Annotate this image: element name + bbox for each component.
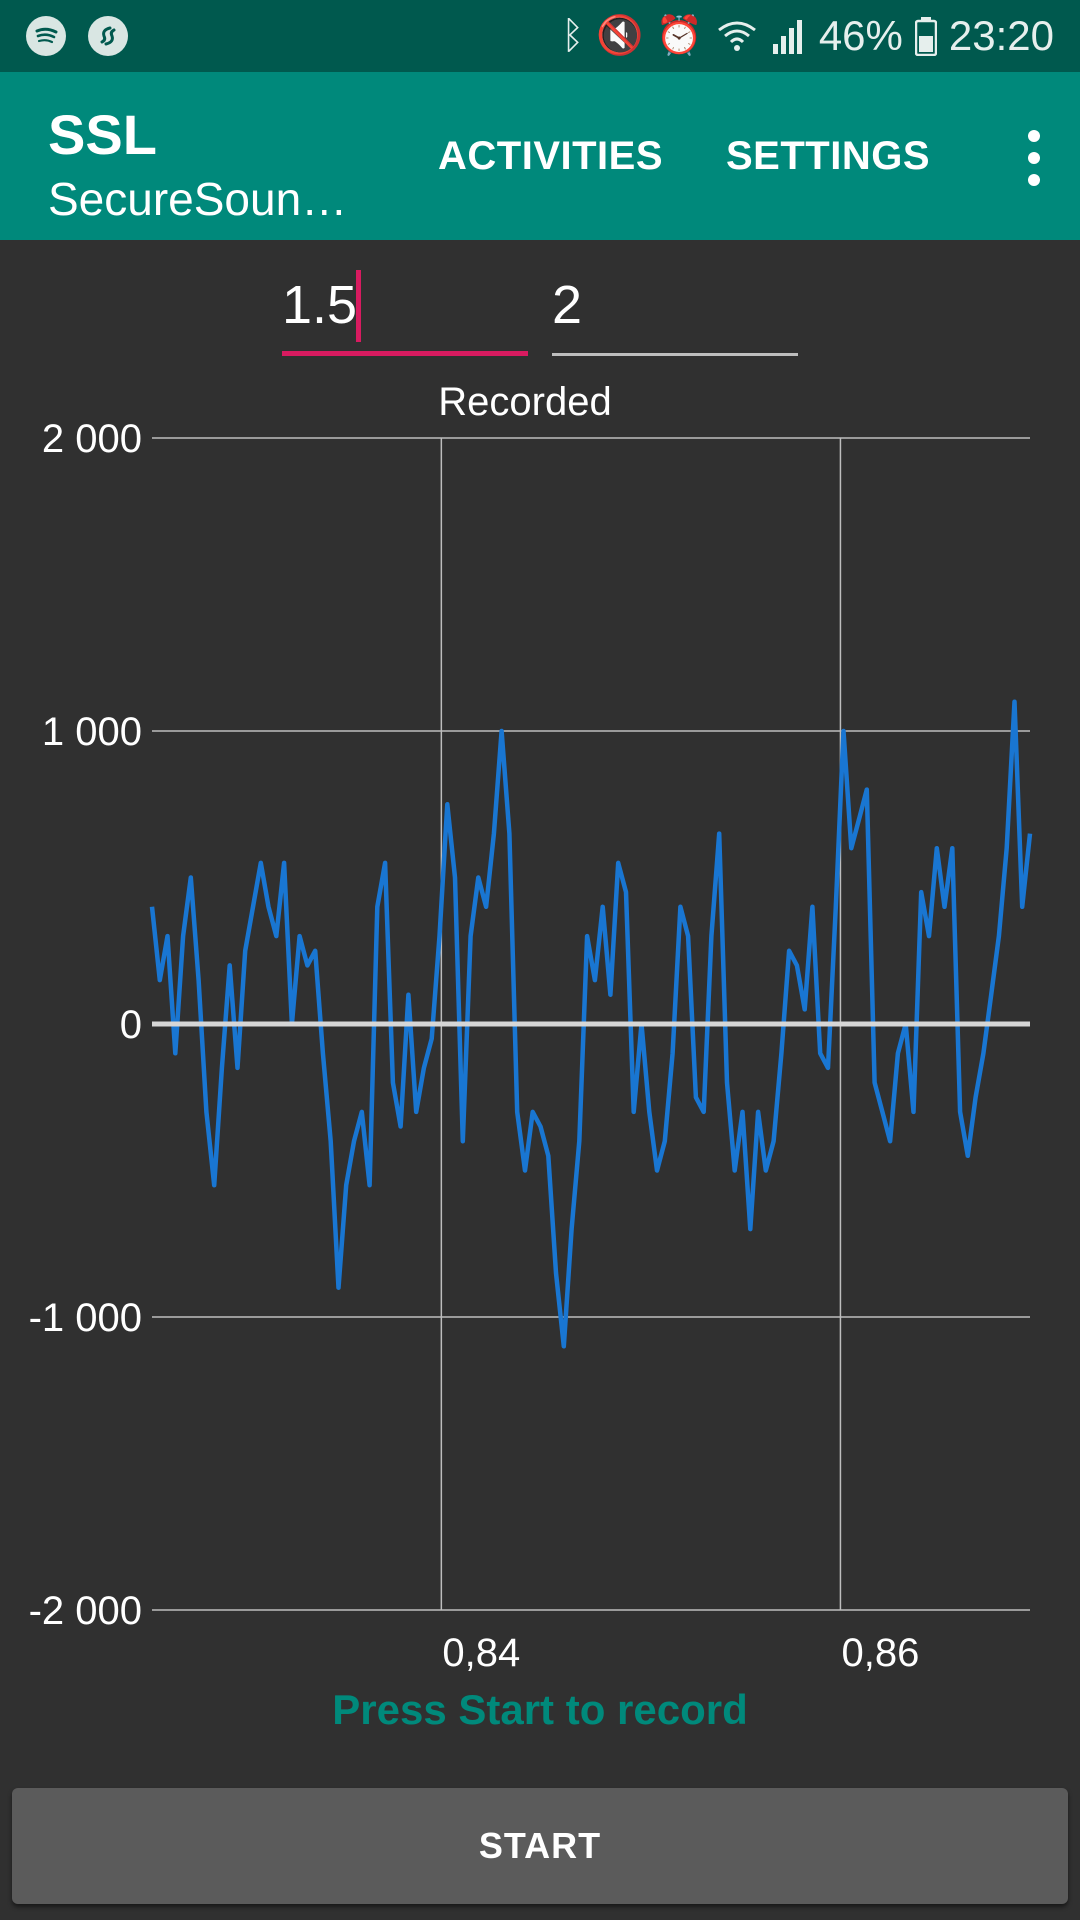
end-time-input[interactable]: [552, 270, 798, 340]
waveform-chart: -2 000 -1 000 0 1 000 2 000 0,84 0,86: [29, 420, 1033, 1675]
text-cursor: [356, 270, 361, 342]
y-tick-label: 0: [120, 1003, 142, 1047]
end-time-underline: [552, 353, 798, 356]
alarm-icon: ⏰: [655, 15, 703, 57]
app-bar: SSL SecureSoundLogger ACTIVITIES SETTING…: [0, 72, 1080, 240]
status-bar: ᛒ 🔇 ⏰ 46% 23:20: [0, 0, 1080, 72]
end-time-field-wrapper: [552, 270, 798, 356]
start-time-underline: [282, 351, 528, 356]
spotify-icon: [26, 16, 66, 56]
y-tick-label: 1 000: [42, 710, 142, 754]
y-tick-label: -2 000: [29, 1589, 142, 1633]
bluetooth-icon: ᛒ: [561, 15, 585, 57]
start-button[interactable]: START: [12, 1788, 1068, 1904]
activities-button[interactable]: ACTIVITIES: [438, 134, 664, 178]
y-tick-label: -1 000: [29, 1296, 142, 1340]
x-tick-label: 0,84: [442, 1631, 520, 1675]
y-tick-label: 2 000: [42, 420, 142, 461]
app-title: SSL: [48, 103, 157, 166]
mute-icon: 🔇: [596, 15, 644, 57]
shazam-icon: [88, 16, 128, 56]
chart-title: Recorded: [438, 380, 612, 424]
app-subtitle: SecureSoundLogger: [48, 173, 368, 225]
more-vert-icon[interactable]: [1022, 130, 1046, 186]
signal-icon: [772, 20, 802, 54]
start-time-field-wrapper: [282, 270, 528, 356]
clock: 23:20: [948, 12, 1054, 59]
wifi-icon: [717, 21, 756, 51]
battery-icon: [914, 17, 937, 56]
start-time-input[interactable]: [282, 270, 528, 340]
x-tick-label: 0,86: [842, 1631, 920, 1675]
settings-button[interactable]: SETTINGS: [726, 134, 931, 178]
battery-percent: 46%: [818, 12, 903, 59]
status-message: Press Start to record: [332, 1686, 748, 1733]
waveform-line: [149, 699, 1033, 1349]
